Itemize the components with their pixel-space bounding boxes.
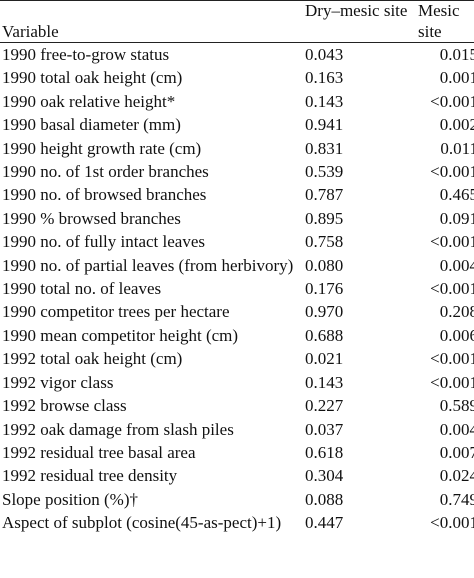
mesic-cell: <0.001 xyxy=(430,279,474,299)
mesic-cell: 0.004 xyxy=(439,419,474,439)
dry-mesic-cell: 0.447 xyxy=(305,513,344,533)
variable-cell: 1990 mean competitor height (cm) xyxy=(2,325,239,345)
variable-cell: 1992 residual tree density xyxy=(2,466,178,486)
table-row: 1990 no. of browsed branches 0.787 0.465 xyxy=(0,183,474,206)
table-row: 1992 residual tree basal area 0.618 0.007 xyxy=(0,441,474,464)
table-row: 1990 height growth rate (cm) 0.831 0.011 xyxy=(0,137,474,160)
variable-cell: Slope position (%)† xyxy=(2,489,138,509)
variable-cell: 1992 total oak height (cm) xyxy=(2,349,183,369)
dry-mesic-cell: 0.043 xyxy=(305,45,344,64)
variable-cell: 1992 residual tree basal area xyxy=(2,442,196,462)
table-row: 1990 total no. of leaves 0.176 <0.001 xyxy=(0,277,474,300)
dry-mesic-cell: 0.787 xyxy=(305,185,344,205)
header-mesic: Mesic site xyxy=(418,1,460,41)
mesic-cell: 0.589 xyxy=(439,396,474,416)
variable-cell: 1990 free-to-grow status xyxy=(2,45,170,64)
table-row: 1992 vigor class 0.143 <0.001 xyxy=(0,371,474,394)
variable-cell: 1990 total no. of leaves xyxy=(2,279,162,299)
header-variable: Variable xyxy=(2,22,59,41)
mesic-cell: 0.011 xyxy=(440,138,474,158)
dry-mesic-cell: 0.163 xyxy=(305,68,344,88)
mesic-cell: 0.749 xyxy=(439,489,474,509)
mesic-cell: <0.001 xyxy=(430,349,474,369)
top-rule xyxy=(0,0,474,1)
mesic-cell: 0.024 xyxy=(439,466,474,486)
mesic-cell: 0.002 xyxy=(439,115,474,135)
table-row: 1990 % browsed branches 0.895 0.091 xyxy=(0,207,474,230)
variable-cell: 1990 total oak height (cm) xyxy=(2,68,183,88)
mesic-cell: 0.007 xyxy=(439,442,474,462)
mesic-cell: 0.465 xyxy=(439,185,474,205)
variable-cell: 1992 vigor class xyxy=(2,372,114,392)
table-row: 1992 total oak height (cm) 0.021 <0.001 xyxy=(0,347,474,370)
variable-cell: 1992 oak damage from slash piles xyxy=(2,419,234,439)
dry-mesic-cell: 0.831 xyxy=(305,138,344,158)
mesic-cell: 0.208 xyxy=(439,302,474,322)
mesic-cell: 0.091 xyxy=(439,208,474,228)
mesic-cell: 0.015 xyxy=(439,45,474,64)
dry-mesic-cell: 0.021 xyxy=(305,349,344,369)
table-row: 1992 browse class 0.227 0.589 xyxy=(0,394,474,417)
mesic-cell: <0.001 xyxy=(430,232,474,252)
mesic-cell: <0.001 xyxy=(430,372,474,392)
mesic-cell: <0.001 xyxy=(430,162,474,182)
dry-mesic-cell: 0.539 xyxy=(305,162,344,182)
table-body: 1990 free-to-grow status 0.043 0.015 1990 t… xyxy=(0,43,474,535)
mesic-cell: <0.001 xyxy=(430,91,474,111)
mesic-cell: 0.001 xyxy=(439,68,474,88)
variable-cell: 1990 oak relative height* xyxy=(2,91,176,111)
dry-mesic-cell: 0.088 xyxy=(305,489,344,509)
table-row: Aspect of subplot (cosine(45-as-pect)+1)… xyxy=(0,511,474,534)
table-row: 1990 no. of fully intact leaves 0.758 <0.0… xyxy=(0,230,474,253)
table-row: 1990 oak relative height* 0.143 <0.001 xyxy=(0,90,474,113)
variable-cell: 1990 no. of browsed branches xyxy=(2,185,207,205)
table-row: 1992 residual tree density 0.304 0.024 xyxy=(0,464,474,487)
dry-mesic-cell: 0.304 xyxy=(305,466,344,486)
table-row: 1990 competitor trees per hectare 0.970 0.… xyxy=(0,300,474,323)
dry-mesic-cell: 0.941 xyxy=(305,115,344,135)
dry-mesic-cell: 0.895 xyxy=(305,208,344,228)
dry-mesic-cell: 0.758 xyxy=(305,232,344,252)
table-row: 1992 oak damage from slash piles 0.037 0.0… xyxy=(0,418,474,441)
variable-cell: 1990 no. of fully intact leaves xyxy=(2,232,206,252)
header-dry-mesic: Dry–mesic site xyxy=(305,1,408,20)
dry-mesic-cell: 0.037 xyxy=(305,419,344,439)
variable-cell: Aspect of subplot (cosine(45-as-pect)+1) xyxy=(2,513,282,533)
variable-cell: 1992 browse class xyxy=(2,396,127,416)
table-row: 1990 no. of 1st order branches 0.539 <0.00… xyxy=(0,160,474,183)
dry-mesic-cell: 0.618 xyxy=(305,442,344,462)
dry-mesic-cell: 0.080 xyxy=(305,255,344,275)
table-row: 1990 total oak height (cm) 0.163 0.001 xyxy=(0,66,474,89)
dry-mesic-cell: 0.176 xyxy=(305,279,344,299)
table-row: 1990 no. of partial leaves (from herbivo… xyxy=(0,254,474,277)
table-row: Slope position (%)† 0.088 0.749 xyxy=(0,488,474,511)
dry-mesic-cell: 0.970 xyxy=(305,302,344,322)
mesic-cell: <0.001 xyxy=(430,513,474,533)
variable-cell: 1990 no. of 1st order branches xyxy=(2,162,209,182)
mesic-cell: 0.004 xyxy=(439,255,474,275)
table-row: 1990 mean competitor height (cm) 0.688 0.0… xyxy=(0,324,474,347)
dry-mesic-cell: 0.143 xyxy=(305,372,344,392)
mesic-cell: 0.006 xyxy=(439,325,474,345)
dry-mesic-cell: 0.227 xyxy=(305,396,344,416)
variable-cell: 1990 competitor trees per hectare xyxy=(2,302,230,322)
variable-cell: 1990 basal diameter (mm) xyxy=(2,115,181,135)
header-rule xyxy=(0,42,474,43)
variable-cell: 1990 % browsed branches xyxy=(2,208,181,228)
dry-mesic-cell: 0.688 xyxy=(305,325,344,345)
variable-cell: 1990 no. of partial leaves (from herbivo… xyxy=(2,255,294,275)
table-row: 1990 basal diameter (mm) 0.941 0.002 xyxy=(0,113,474,136)
variable-cell: 1990 height growth rate (cm) xyxy=(2,138,202,158)
table-row: 1990 free-to-grow status 0.043 0.015 xyxy=(0,43,474,66)
dry-mesic-cell: 0.143 xyxy=(305,91,344,111)
